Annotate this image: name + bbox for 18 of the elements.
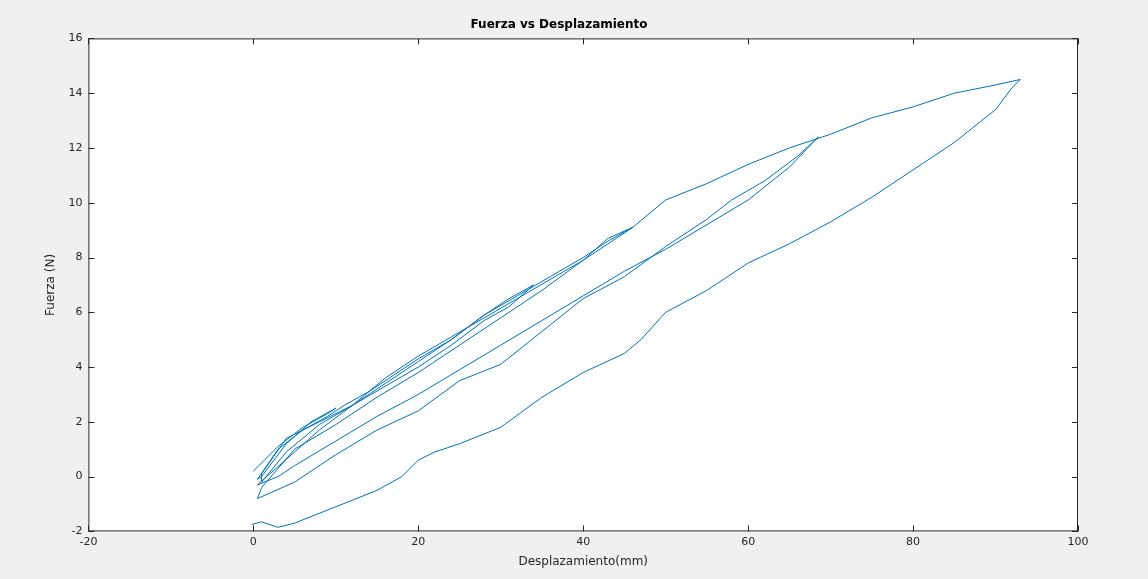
x-axis-title: Desplazamiento(mm) <box>518 553 649 568</box>
y-tick-label: 14 <box>68 86 83 100</box>
x-tick-label: 20 <box>411 534 426 548</box>
y-tick-label: 4 <box>75 359 83 373</box>
x-tick-label: 60 <box>741 534 756 548</box>
y-tick-label: 0 <box>75 469 83 483</box>
x-tick-label: 40 <box>576 534 591 548</box>
x-tick-label: 0 <box>249 534 257 548</box>
x-tick-label: 100 <box>1067 534 1089 548</box>
y-tick-label: 12 <box>68 140 83 154</box>
y-tick-label: 8 <box>75 250 83 264</box>
x-tick-label: 80 <box>906 534 921 548</box>
y-tick-label: 16 <box>68 31 83 45</box>
y-tick-label: 2 <box>75 414 83 428</box>
y-tick-label: 6 <box>75 305 83 319</box>
chart-title: Fuerza vs Desplazamiento <box>470 17 648 32</box>
y-axis-title: Fuerza (N) <box>43 253 58 316</box>
y-tick-label: 10 <box>68 195 83 209</box>
